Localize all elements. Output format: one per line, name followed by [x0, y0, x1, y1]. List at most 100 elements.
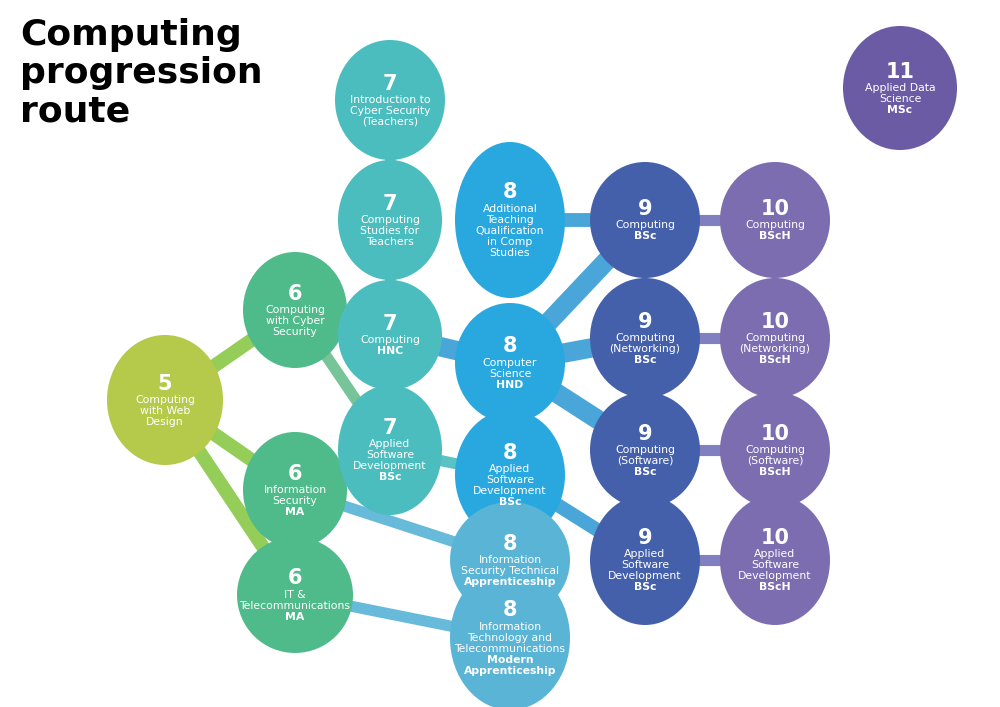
- Text: (Teachers): (Teachers): [362, 117, 418, 127]
- Text: 10: 10: [761, 199, 790, 219]
- Text: Computing
progression
route: Computing progression route: [20, 18, 263, 128]
- Text: Qualification: Qualification: [476, 226, 544, 235]
- Ellipse shape: [590, 392, 700, 508]
- Text: Computing: Computing: [615, 220, 675, 230]
- Text: BScH: BScH: [759, 355, 791, 365]
- Text: 10: 10: [761, 423, 790, 443]
- Text: (Software): (Software): [747, 456, 803, 466]
- Text: 8: 8: [503, 337, 517, 356]
- Text: 8: 8: [503, 534, 517, 554]
- Text: Information: Information: [263, 485, 327, 495]
- Text: Applied: Applied: [624, 549, 666, 559]
- Text: Telecommunications: Telecommunications: [240, 601, 351, 611]
- Text: (Networking): (Networking): [740, 344, 810, 354]
- Ellipse shape: [338, 385, 442, 515]
- Text: MA: MA: [285, 612, 305, 621]
- Text: Telecommunications: Telecommunications: [454, 643, 566, 654]
- Text: Security: Security: [273, 327, 317, 337]
- Text: 6: 6: [288, 464, 302, 484]
- Ellipse shape: [720, 162, 830, 278]
- Text: 11: 11: [886, 62, 914, 81]
- Text: MSc: MSc: [887, 105, 913, 115]
- Text: Computing: Computing: [745, 333, 805, 343]
- Ellipse shape: [455, 303, 565, 423]
- Ellipse shape: [590, 162, 700, 278]
- Text: Computing: Computing: [615, 445, 675, 455]
- Text: 10: 10: [761, 312, 790, 332]
- Text: Computing: Computing: [360, 335, 420, 345]
- Text: 7: 7: [383, 194, 397, 214]
- Text: Science: Science: [489, 368, 531, 379]
- Ellipse shape: [338, 160, 442, 280]
- Text: BSc: BSc: [634, 355, 656, 365]
- Text: BSc: BSc: [634, 231, 656, 241]
- Text: Information: Information: [478, 621, 542, 631]
- Ellipse shape: [590, 495, 700, 625]
- Text: 5: 5: [158, 373, 172, 394]
- Text: Computing: Computing: [615, 333, 675, 343]
- Text: Introduction to: Introduction to: [350, 95, 430, 105]
- Text: Computing: Computing: [360, 215, 420, 225]
- Text: 7: 7: [383, 74, 397, 93]
- Text: BScH: BScH: [759, 231, 791, 241]
- Ellipse shape: [243, 252, 347, 368]
- Text: HNC: HNC: [377, 346, 403, 356]
- Ellipse shape: [335, 40, 445, 160]
- Ellipse shape: [450, 566, 570, 707]
- Text: Computer: Computer: [483, 358, 537, 368]
- Text: (Software): (Software): [617, 456, 673, 466]
- Text: Teachers: Teachers: [366, 237, 414, 247]
- Ellipse shape: [450, 502, 570, 618]
- Text: Studies for: Studies for: [360, 226, 420, 235]
- Text: BSc: BSc: [634, 582, 656, 592]
- Text: (Networking): (Networking): [610, 344, 680, 354]
- Text: 9: 9: [638, 528, 652, 548]
- Text: Security Technical: Security Technical: [461, 566, 559, 575]
- Text: Computing: Computing: [745, 445, 805, 455]
- Text: Software: Software: [751, 560, 799, 571]
- Ellipse shape: [338, 280, 442, 390]
- Text: Apprenticeship: Apprenticeship: [464, 577, 556, 587]
- Text: Apprenticeship: Apprenticeship: [464, 666, 556, 676]
- Text: Science: Science: [879, 94, 921, 104]
- Text: BScH: BScH: [759, 582, 791, 592]
- Text: Applied: Applied: [754, 549, 796, 559]
- Text: 8: 8: [503, 443, 517, 463]
- Text: Teaching: Teaching: [486, 215, 534, 225]
- Ellipse shape: [720, 495, 830, 625]
- Text: BSc: BSc: [634, 467, 656, 477]
- Text: 8: 8: [503, 182, 517, 202]
- Text: 7: 7: [383, 314, 397, 334]
- Text: BSc: BSc: [499, 497, 521, 507]
- Ellipse shape: [243, 432, 347, 548]
- Text: Cyber Security: Cyber Security: [350, 106, 430, 116]
- Text: Studies: Studies: [490, 247, 530, 257]
- Ellipse shape: [455, 142, 565, 298]
- Text: Modern: Modern: [487, 655, 533, 665]
- Text: Design: Design: [146, 416, 184, 427]
- Text: Development: Development: [473, 486, 547, 496]
- Text: IT &: IT &: [284, 590, 306, 600]
- Text: Security: Security: [273, 496, 317, 506]
- Ellipse shape: [843, 26, 957, 150]
- Text: Software: Software: [621, 560, 669, 571]
- Ellipse shape: [107, 335, 223, 465]
- Text: Development: Development: [608, 571, 682, 581]
- Text: MA: MA: [285, 507, 305, 517]
- Text: HND: HND: [496, 380, 524, 390]
- Text: 7: 7: [383, 418, 397, 438]
- Text: Technology and: Technology and: [468, 633, 552, 643]
- Text: BScH: BScH: [759, 467, 791, 477]
- Text: Computing: Computing: [265, 305, 325, 315]
- Text: 8: 8: [503, 600, 517, 621]
- Text: with Web: with Web: [140, 406, 190, 416]
- Text: 9: 9: [638, 199, 652, 219]
- Text: Applied: Applied: [369, 439, 411, 449]
- Text: Applied: Applied: [489, 464, 531, 474]
- Text: Development: Development: [353, 461, 427, 471]
- Text: Computing: Computing: [745, 220, 805, 230]
- Text: Computing: Computing: [135, 395, 195, 404]
- Text: Information: Information: [478, 555, 542, 565]
- Ellipse shape: [455, 410, 565, 540]
- Text: Software: Software: [366, 450, 414, 460]
